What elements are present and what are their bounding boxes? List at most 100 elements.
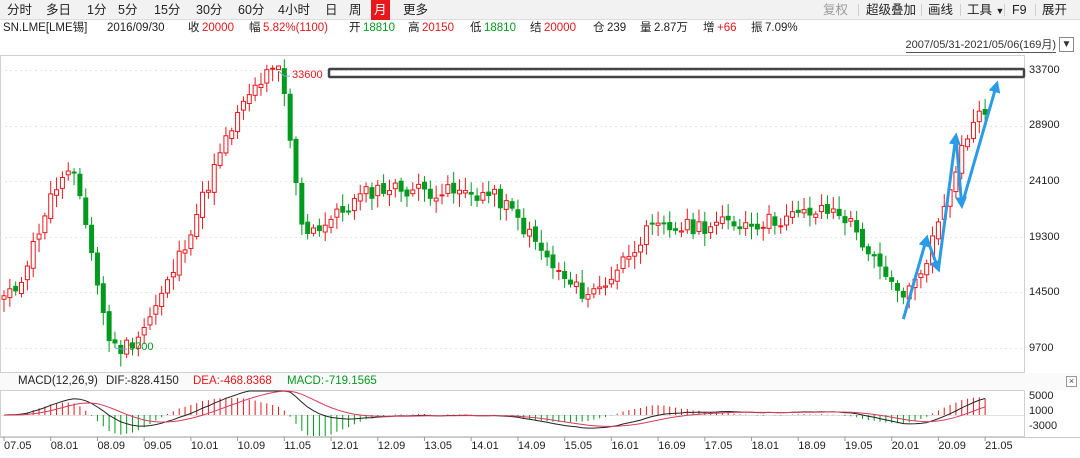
candle-body xyxy=(842,216,848,224)
candle xyxy=(223,127,229,156)
candle xyxy=(877,242,883,280)
candle-body xyxy=(30,240,36,269)
candle-body xyxy=(819,204,825,213)
time-tick-label: 09.05 xyxy=(144,440,172,452)
candle xyxy=(486,180,492,204)
draw-line-button[interactable]: 画线 xyxy=(928,3,954,17)
time-tick-label: 19.05 xyxy=(844,440,873,452)
candle xyxy=(871,251,877,269)
candle xyxy=(205,180,211,199)
candle xyxy=(240,96,246,120)
candle-body xyxy=(246,94,252,104)
adjust-button[interactable]: 复权 xyxy=(823,3,849,17)
expand-button[interactable]: 展开 xyxy=(1042,3,1068,17)
increase-label: 增 xyxy=(703,22,715,34)
period-tab-multiday[interactable]: 多日 xyxy=(46,3,72,17)
macd-histogram xyxy=(9,397,986,436)
candle xyxy=(451,171,457,204)
candle xyxy=(246,84,252,112)
candle xyxy=(30,232,36,278)
high-label: 高 xyxy=(408,22,420,34)
macd-header: MACD(12,26,9) DIF: -828.4150 DEA: -468.8… xyxy=(0,373,1080,390)
candle xyxy=(737,218,743,235)
candle-body xyxy=(702,221,708,234)
amplitude-value: 7.09% xyxy=(765,22,798,34)
candle-body xyxy=(620,256,626,270)
period-tab-60min[interactable]: 60分 xyxy=(238,3,265,17)
candle xyxy=(527,221,533,248)
candle-body xyxy=(24,265,30,281)
candle xyxy=(789,200,795,224)
tools-button[interactable]: 工具 ▼ xyxy=(967,0,1004,20)
candle-body xyxy=(281,68,287,94)
period-tab-1min[interactable]: 1分 xyxy=(87,3,107,17)
period-tab-week[interactable]: 周 xyxy=(349,3,362,17)
candle xyxy=(830,196,836,219)
macd-label: MACD: xyxy=(287,375,325,387)
candle xyxy=(398,177,404,202)
candle-body xyxy=(135,336,141,349)
candle-body xyxy=(550,254,556,269)
candle-body xyxy=(480,192,486,201)
candle xyxy=(661,215,667,235)
candle-body xyxy=(503,200,509,210)
candle-body xyxy=(205,189,211,193)
candle xyxy=(381,174,387,197)
candle-body xyxy=(48,193,54,220)
candle-body xyxy=(433,197,439,202)
candle xyxy=(480,182,486,204)
candle-body xyxy=(141,326,147,336)
macd-value: -719.1565 xyxy=(325,375,377,387)
period-tab-5min[interactable]: 5分 xyxy=(118,3,138,17)
candle xyxy=(784,204,790,231)
candle-body xyxy=(124,339,130,355)
candle xyxy=(165,276,171,298)
candle xyxy=(7,278,13,307)
period-tab-intraday[interactable]: 分时 xyxy=(7,3,33,17)
settle-label: 结 xyxy=(530,22,542,34)
macd-title[interactable]: MACD(12,26,9) xyxy=(18,375,98,387)
candle-body xyxy=(369,187,375,199)
candle-body xyxy=(754,223,760,230)
quote-info-bar: SN.LME[LME锡] 2016/09/30 收 20000 幅 5.82%(… xyxy=(0,20,1080,37)
price-tick-label: 33700 xyxy=(1029,64,1060,76)
candle-body xyxy=(778,225,784,228)
candle-body xyxy=(883,266,889,277)
candle xyxy=(176,240,182,282)
period-tab-15min[interactable]: 15分 xyxy=(154,3,181,17)
candle xyxy=(754,212,760,236)
candle-body xyxy=(924,263,930,276)
f9-button[interactable]: F9 xyxy=(1012,3,1027,17)
candle xyxy=(89,217,95,261)
candle-body xyxy=(7,288,13,299)
candle xyxy=(1,290,7,312)
candle xyxy=(865,243,871,262)
close-indicator-icon[interactable]: × xyxy=(1066,376,1077,387)
candle-body xyxy=(865,246,871,255)
period-tab-4hour[interactable]: 4小时 xyxy=(278,3,310,17)
period-tab-day[interactable]: 日 xyxy=(325,3,338,17)
price-tick-label: 28900 xyxy=(1029,119,1060,131)
low-value: 18810 xyxy=(484,22,516,34)
period-tab-month[interactable]: 月 xyxy=(371,0,390,20)
time-tick-label: 10.09 xyxy=(237,440,266,452)
candle-body xyxy=(813,213,819,218)
candle xyxy=(54,177,60,207)
candle-body xyxy=(299,182,305,225)
candle xyxy=(474,188,480,207)
overlay-button[interactable]: 超级叠加 xyxy=(866,3,917,17)
candle xyxy=(579,269,585,303)
candle-body xyxy=(211,163,217,193)
candle xyxy=(935,218,941,246)
time-tick-label: 11.05 xyxy=(284,440,312,452)
candle xyxy=(959,135,965,180)
high-marker-line xyxy=(278,70,290,77)
period-tab-30min[interactable]: 30分 xyxy=(196,3,223,17)
range-dropdown-icon[interactable]: ▼ xyxy=(1059,37,1074,52)
chart-frame xyxy=(0,55,1025,373)
candle-body xyxy=(112,339,118,344)
macd-dif-line xyxy=(3,390,986,429)
candle-body xyxy=(556,269,562,272)
period-tab-more[interactable]: 更多 xyxy=(403,3,429,17)
